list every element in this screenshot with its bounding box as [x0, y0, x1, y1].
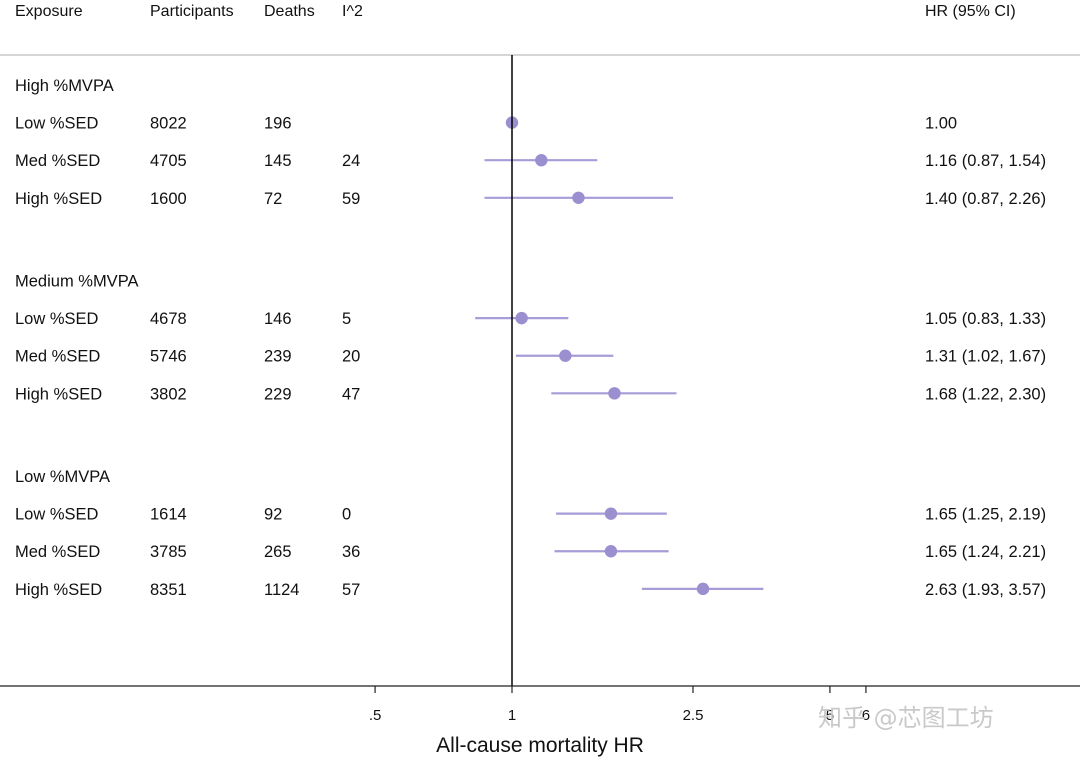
i2-value: 47 [342, 385, 360, 403]
exposure-label: Low %SED [15, 506, 99, 524]
hr-ci-value: 1.68 (1.22, 2.30) [925, 385, 1046, 403]
hr-ci-value: 1.65 (1.24, 2.21) [925, 543, 1046, 561]
i2-value: 36 [342, 543, 360, 561]
i2-value: 0 [342, 506, 351, 524]
participants-value: 4705 [150, 152, 187, 170]
i2-value: 59 [342, 190, 360, 208]
hr-ci-value: 2.63 (1.93, 3.57) [925, 581, 1046, 599]
x-tick-label: 1 [508, 707, 516, 724]
hr-point [696, 582, 710, 596]
participants-value: 8351 [150, 581, 187, 599]
hr-ci-value: 1.05 (0.83, 1.33) [925, 310, 1046, 328]
x-tick-label: 6 [862, 707, 870, 724]
deaths-value: 265 [264, 543, 292, 561]
hr-point [608, 387, 621, 400]
group-label: Medium %MVPA [15, 273, 138, 291]
hr-point [515, 311, 528, 325]
hr-point [572, 191, 585, 204]
x-axis-ticks: .5 1 2.5 5 6 [369, 686, 870, 724]
i2-value: 20 [342, 348, 360, 366]
deaths-value: 229 [264, 385, 292, 403]
exposure-label: Med %SED [15, 152, 100, 170]
deaths-value: 145 [264, 152, 292, 170]
exposure-label: Low %SED [15, 115, 99, 133]
watermark: 知乎 @芯图工坊 [818, 704, 994, 732]
header-hr-ci: HR (95% CI) [925, 3, 1016, 20]
participants-value: 8022 [150, 115, 187, 133]
exposure-label: Med %SED [15, 348, 100, 366]
deaths-value: 92 [264, 506, 282, 524]
exposure-label: Low %SED [15, 310, 99, 328]
participants-value: 3802 [150, 385, 187, 403]
i2-value: 5 [342, 310, 351, 328]
hr-ci-value: 1.16 (0.87, 1.54) [925, 152, 1046, 170]
group-label: High %MVPA [15, 77, 114, 95]
header-exposure: Exposure [15, 3, 83, 20]
exposure-label: High %SED [15, 190, 102, 208]
group-label: Low %MVPA [15, 468, 110, 486]
participants-value: 1600 [150, 190, 187, 208]
participants-value: 4678 [150, 310, 187, 328]
hr-point [535, 154, 548, 167]
hr-point [559, 349, 572, 362]
deaths-value: 1124 [264, 581, 299, 599]
hr-ci-value: 1.65 (1.25, 2.19) [925, 506, 1046, 524]
x-tick-label: 2.5 [683, 707, 704, 724]
exposure-label: High %SED [15, 385, 102, 403]
deaths-value: 239 [264, 348, 292, 366]
exposure-label: Med %SED [15, 543, 100, 561]
i2-value: 57 [342, 581, 360, 599]
x-axis-title: All-cause mortality HR [436, 734, 644, 757]
header-i2: I^2 [342, 3, 363, 20]
hr-ci-value: 1.40 (0.87, 2.26) [925, 190, 1046, 208]
deaths-value: 146 [264, 310, 292, 328]
hr-point [604, 545, 618, 558]
deaths-value: 72 [264, 190, 282, 208]
header-deaths: Deaths [264, 3, 315, 20]
deaths-value: 196 [264, 115, 292, 133]
x-tick-label: 5 [826, 707, 834, 724]
participants-value: 3785 [150, 543, 187, 561]
participants-value: 5746 [150, 348, 187, 366]
participants-value: 1614 [150, 506, 187, 524]
hr-ci-value: 1.00 [925, 115, 957, 133]
x-tick-label: .5 [369, 707, 382, 724]
hr-ci-value: 1.31 (1.02, 1.67) [925, 348, 1046, 366]
exposure-label: High %SED [15, 581, 102, 599]
hr-point [604, 507, 618, 520]
header-participants: Participants [150, 3, 234, 20]
i2-value: 24 [342, 152, 360, 170]
